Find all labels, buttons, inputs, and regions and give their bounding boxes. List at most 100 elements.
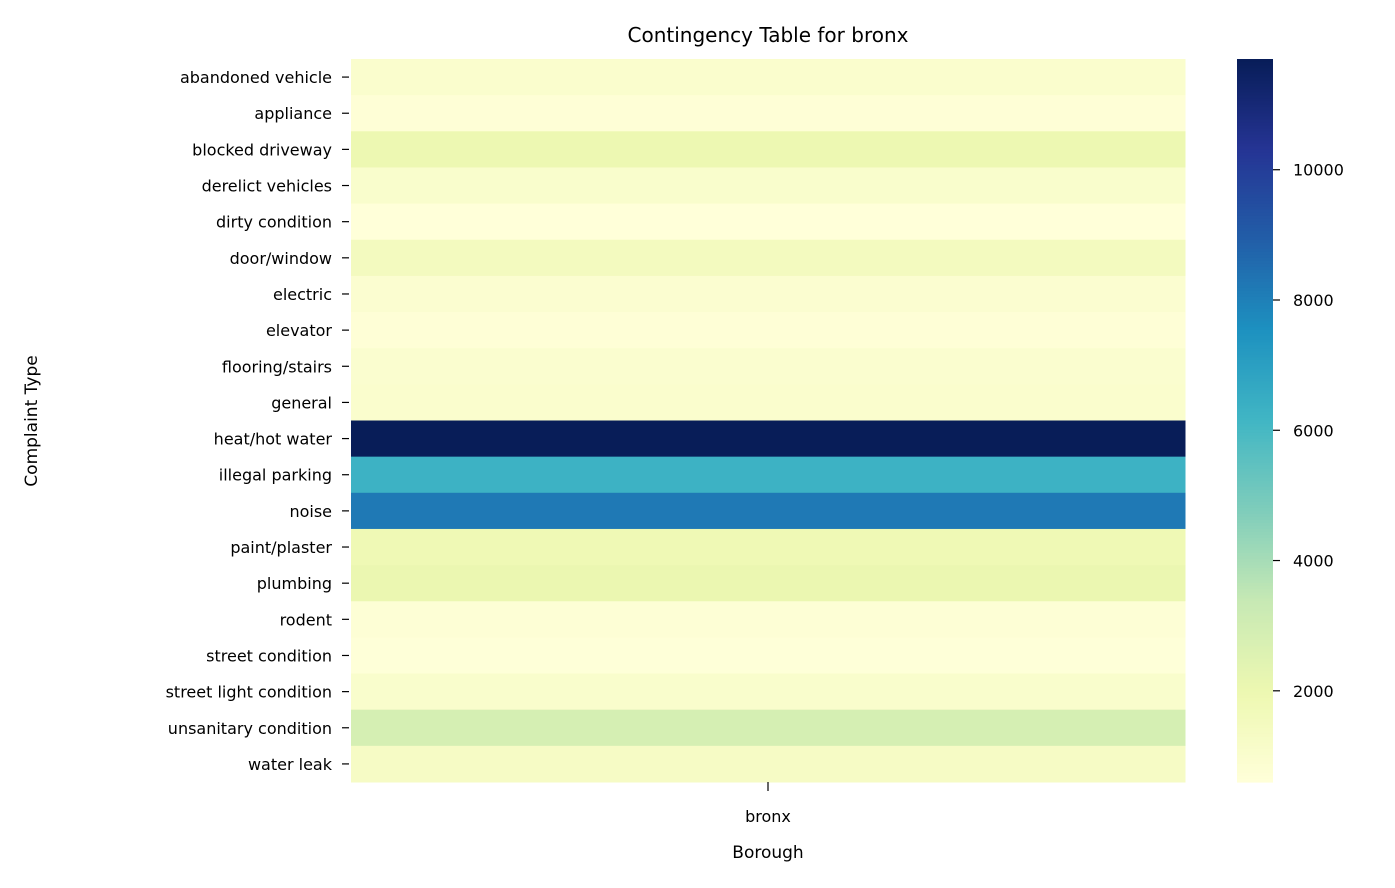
colorbar-segment [1237, 396, 1273, 401]
colorbar-tick-label: 8000 [1293, 291, 1334, 310]
colorbar-segment [1237, 661, 1273, 666]
colorbar-segment [1237, 426, 1273, 431]
colorbar-segment [1237, 625, 1273, 629]
colorbar-segment [1237, 429, 1273, 434]
colorbar-segment [1237, 658, 1273, 663]
colorbar-segment [1237, 116, 1273, 120]
colorbar-tick-label: 2000 [1293, 682, 1334, 701]
colorbar-segment [1237, 173, 1273, 178]
x-axis-label: Borough [732, 843, 803, 863]
colorbar-segment [1237, 170, 1273, 175]
colorbar-segment [1237, 77, 1273, 81]
colorbar-segment [1237, 290, 1273, 295]
colorbar-segment [1237, 715, 1273, 720]
colorbar-segment [1237, 721, 1273, 726]
colorbar-segment [1237, 354, 1273, 358]
colorbar-segment [1237, 541, 1273, 545]
colorbar-segment [1237, 336, 1273, 340]
colorbar-segment [1237, 387, 1273, 391]
heatmap-cell [351, 637, 1186, 675]
colorbar-segment [1237, 339, 1273, 343]
colorbar-segment [1237, 408, 1273, 413]
colorbar-segment [1237, 257, 1273, 262]
y-tick-label: elevator [266, 321, 332, 340]
colorbar-segment [1237, 477, 1273, 482]
colorbar-segment [1237, 528, 1273, 533]
colorbar-segment [1237, 685, 1273, 690]
heatmap-cell [351, 131, 1186, 168]
y-tick-label: water leak [248, 755, 333, 774]
colorbar-segment [1237, 215, 1273, 220]
heatmap-cell [351, 420, 1186, 458]
colorbar-segment [1237, 550, 1273, 554]
colorbar-segment [1237, 275, 1273, 280]
colorbar-segment [1237, 366, 1273, 370]
colorbar-segment [1237, 411, 1273, 416]
colorbar-segment [1237, 131, 1273, 135]
heatmap-cells [351, 59, 1186, 783]
colorbar-segment [1237, 417, 1273, 422]
colorbar-segment [1237, 673, 1273, 678]
colorbar-segment [1237, 495, 1273, 500]
colorbar-segment [1237, 727, 1273, 732]
colorbar-segment [1237, 525, 1273, 530]
colorbar-segment [1237, 706, 1273, 711]
colorbar-segment [1237, 306, 1273, 310]
colorbar-segment [1237, 324, 1273, 328]
colorbar-segment [1237, 230, 1273, 235]
colorbar-segment [1237, 670, 1273, 675]
colorbar-segment [1237, 134, 1273, 138]
y-tick-label: rodent [280, 610, 332, 629]
colorbar-segment [1237, 399, 1273, 404]
y-tick-label: flooring/stairs [222, 357, 332, 376]
heatmap-cell [351, 456, 1186, 494]
heatmap-cell [351, 312, 1186, 349]
colorbar-segment [1237, 104, 1273, 108]
colorbar-segment [1237, 474, 1273, 479]
colorbar-segment [1237, 565, 1273, 569]
colorbar-segment [1237, 248, 1273, 253]
colorbar-segment [1237, 68, 1273, 72]
y-tick-label: dirty condition [216, 213, 332, 232]
colorbar-segment [1237, 327, 1273, 331]
colorbar-segment [1237, 152, 1273, 156]
colorbar-segment [1237, 263, 1273, 268]
colorbar-segment [1237, 471, 1273, 476]
colorbar-segment [1237, 182, 1273, 187]
colorbar-segment [1237, 435, 1273, 440]
colorbar-segment [1237, 86, 1273, 90]
colorbar-segment [1237, 501, 1273, 506]
heatmap-cell [351, 59, 1186, 96]
colorbar-segment [1237, 303, 1273, 307]
colorbar-segment [1237, 709, 1273, 714]
colorbar-segment [1237, 278, 1273, 283]
colorbar-segment [1237, 498, 1273, 503]
colorbar-segment [1237, 119, 1273, 123]
colorbar-segment [1237, 492, 1273, 497]
colorbar-segment [1237, 146, 1273, 150]
colorbar-segment [1237, 59, 1273, 63]
colorbar-segment [1237, 101, 1273, 105]
colorbar-segment [1237, 583, 1273, 587]
colorbar-segment [1237, 254, 1273, 259]
colorbar-segment [1237, 309, 1273, 313]
x-axis-ticks: bronx [745, 782, 791, 826]
colorbar-segment [1237, 580, 1273, 584]
colorbar-segment [1237, 128, 1273, 132]
colorbar-segment [1237, 763, 1273, 768]
colorbar-segment [1237, 206, 1273, 211]
colorbar-segment [1237, 745, 1273, 750]
y-axis-label: Complaint Type [22, 355, 42, 486]
colorbar-segment [1237, 167, 1273, 172]
colorbar-segment [1237, 513, 1273, 518]
colorbar-segment [1237, 637, 1273, 642]
colorbar-segment [1237, 266, 1273, 271]
colorbar-segment [1237, 510, 1273, 515]
colorbar-segment [1237, 372, 1273, 376]
colorbar-segment [1237, 236, 1273, 241]
heatmap-cell [351, 239, 1186, 277]
colorbar-segment [1237, 62, 1273, 66]
colorbar-segment [1237, 176, 1273, 181]
heatmap-cell [351, 673, 1186, 711]
colorbar-segment [1237, 559, 1273, 563]
